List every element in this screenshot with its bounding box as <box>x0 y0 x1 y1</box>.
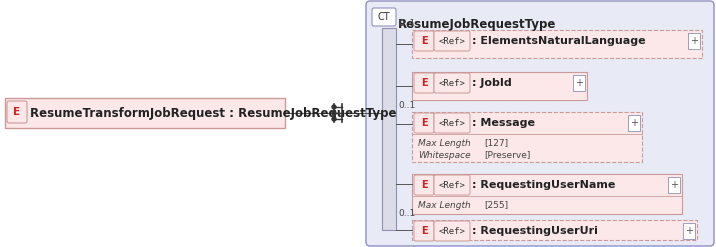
FancyBboxPatch shape <box>414 73 434 93</box>
Text: : JobId: : JobId <box>472 78 512 88</box>
Text: 0..1: 0..1 <box>398 209 415 218</box>
Text: <Ref>: <Ref> <box>439 119 465 127</box>
Bar <box>573 75 585 91</box>
Text: 0..1: 0..1 <box>398 101 415 110</box>
Bar <box>668 177 680 193</box>
Text: [127]: [127] <box>484 139 508 147</box>
Text: <Ref>: <Ref> <box>439 226 465 235</box>
Text: 0..1: 0..1 <box>398 19 415 28</box>
Bar <box>683 223 695 239</box>
Circle shape <box>332 117 336 121</box>
FancyBboxPatch shape <box>414 221 434 241</box>
Text: : Message: : Message <box>472 118 535 128</box>
Text: E: E <box>421 118 427 128</box>
FancyBboxPatch shape <box>372 8 396 26</box>
Bar <box>412 174 682 214</box>
FancyBboxPatch shape <box>434 31 470 51</box>
Bar <box>412 220 697 240</box>
Text: [Preserve]: [Preserve] <box>484 150 531 160</box>
Text: +: + <box>575 78 583 88</box>
Text: : RequestingUserName: : RequestingUserName <box>472 180 615 190</box>
Text: +: + <box>670 180 678 190</box>
FancyBboxPatch shape <box>366 1 714 246</box>
Bar <box>412 72 587 100</box>
Bar <box>5 98 285 128</box>
Text: [255]: [255] <box>484 201 508 209</box>
FancyBboxPatch shape <box>434 221 470 241</box>
FancyBboxPatch shape <box>434 175 470 195</box>
Text: E: E <box>421 36 427 46</box>
Text: E: E <box>421 226 427 236</box>
FancyBboxPatch shape <box>414 113 434 133</box>
FancyBboxPatch shape <box>414 31 434 51</box>
Text: Max Length: Max Length <box>418 139 470 147</box>
Circle shape <box>332 105 336 109</box>
FancyBboxPatch shape <box>434 73 470 93</box>
Text: ResumeTransformJobRequest : ResumeJobRequestType: ResumeTransformJobRequest : ResumeJobReq… <box>30 106 397 120</box>
Bar <box>382 28 396 230</box>
Text: +: + <box>690 36 698 46</box>
Circle shape <box>332 111 336 115</box>
Text: E: E <box>14 107 21 117</box>
Bar <box>412 30 702 58</box>
Text: ResumeJobRequestType: ResumeJobRequestType <box>398 18 556 30</box>
Text: E: E <box>421 180 427 190</box>
FancyBboxPatch shape <box>414 175 434 195</box>
Text: : RequestingUserUri: : RequestingUserUri <box>472 226 598 236</box>
Bar <box>628 115 640 131</box>
Text: E: E <box>421 78 427 88</box>
Bar <box>412 112 642 162</box>
FancyBboxPatch shape <box>434 113 470 133</box>
Text: Max Length: Max Length <box>418 201 470 209</box>
Text: Whitespace: Whitespace <box>418 150 470 160</box>
Text: +: + <box>630 118 638 128</box>
FancyBboxPatch shape <box>7 101 27 123</box>
Text: <Ref>: <Ref> <box>439 37 465 45</box>
Text: +: + <box>685 226 693 236</box>
Text: CT: CT <box>377 12 390 22</box>
Text: <Ref>: <Ref> <box>439 79 465 87</box>
Bar <box>688 33 700 49</box>
Text: <Ref>: <Ref> <box>439 181 465 189</box>
Text: : ElementsNaturalLanguage: : ElementsNaturalLanguage <box>472 36 646 46</box>
